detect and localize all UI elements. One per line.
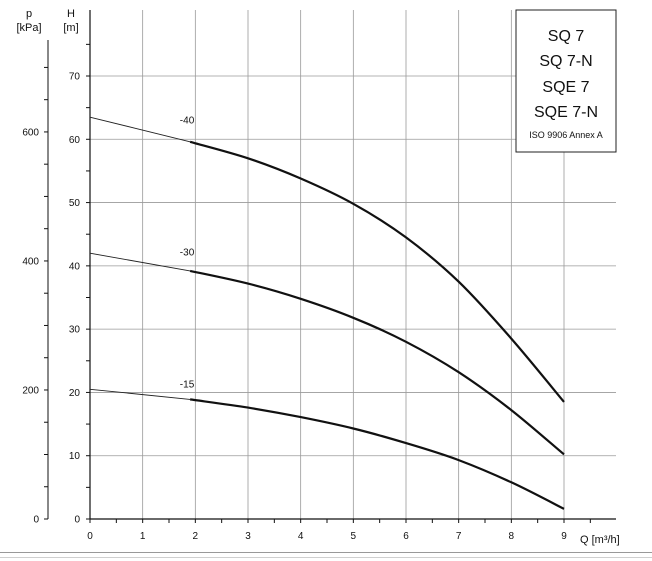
- head-tick-label: 30: [69, 325, 81, 336]
- pressure-tick-label: 200: [22, 385, 39, 396]
- head-tick-label: 0: [74, 515, 80, 526]
- x-tick-label: 9: [561, 531, 567, 542]
- curve-extrapolation-1: [89, 116, 191, 143]
- curve-extrapolation-3: [89, 388, 191, 400]
- curve-line-2: [189, 269, 565, 456]
- pressure-axis-unit: [kPa]: [16, 22, 41, 34]
- head-tick-label: 40: [69, 261, 81, 272]
- pressure-tick-label: 400: [22, 256, 39, 267]
- head-axis-unit: [m]: [63, 22, 78, 34]
- bottom-rule: [0, 552, 652, 553]
- model-label-3: SQE 7: [542, 79, 589, 96]
- x-axis-label: Q [m³/h]: [580, 534, 620, 546]
- model-legend-box: SQ 7 SQ 7-N SQE 7 SQE 7-N ISO 9906 Annex…: [515, 9, 617, 153]
- curve-line-3: [189, 398, 565, 510]
- curves: -40 -30 -15: [89, 115, 565, 510]
- x-tick-label: 8: [509, 531, 515, 542]
- head-tick-label: 50: [69, 198, 81, 209]
- head-tick-label: 10: [69, 451, 81, 462]
- curve-extrapolation-2: [89, 252, 191, 272]
- model-label-2: SQ 7-N: [539, 53, 592, 70]
- curve-label-1: -40: [180, 115, 195, 126]
- model-legend-frame: [515, 9, 617, 153]
- x-tick-label: 3: [245, 531, 251, 542]
- head-tick-label: 20: [69, 388, 81, 399]
- x-tick-labels: 0 1 2 3 4 5 6 7 8 9: [87, 531, 567, 542]
- x-tick-label: 5: [351, 531, 357, 542]
- x-tick-label: 0: [87, 531, 93, 542]
- curve-label-3: -15: [180, 379, 195, 390]
- head-tick-label: 60: [69, 135, 81, 146]
- pressure-tick-label: 0: [33, 515, 39, 526]
- x-tick-label: 7: [456, 531, 462, 542]
- curve-label-2: -30: [180, 248, 195, 259]
- pressure-tick-label: 600: [22, 127, 39, 138]
- x-tick-label: 2: [193, 531, 199, 542]
- axes: [44, 10, 616, 523]
- bottom-rule-light: [0, 557, 652, 558]
- curve-line-1: [189, 140, 565, 403]
- model-label-1: SQ 7: [548, 28, 585, 45]
- x-tick-label: 4: [298, 531, 304, 542]
- pressure-tick-labels: 0 200 400 600: [22, 127, 39, 525]
- model-label-4: SQE 7-N: [534, 104, 598, 121]
- pressure-axis-symbol: p: [26, 8, 32, 20]
- x-tick-label: 1: [140, 531, 146, 542]
- standard-label: ISO 9906 Annex A: [529, 130, 603, 140]
- head-tick-labels: 0 10 20 30 40 50 60 70: [69, 72, 81, 526]
- head-tick-label: 70: [69, 72, 81, 83]
- x-tick-label: 6: [403, 531, 409, 542]
- head-axis-symbol: H: [67, 8, 75, 20]
